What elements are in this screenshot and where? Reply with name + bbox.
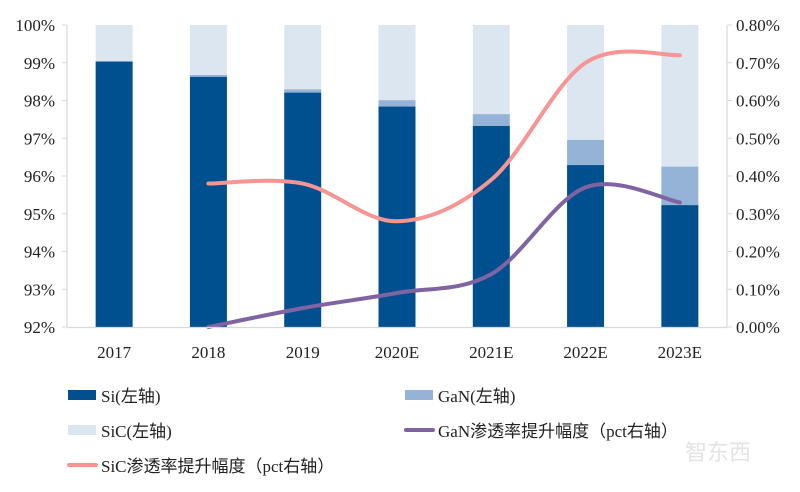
legend-swatch <box>68 390 96 400</box>
bar-si-2019 <box>284 92 322 327</box>
left-tick-label: 99% <box>24 54 55 73</box>
left-tick-label: 95% <box>24 205 55 224</box>
left-tick-label: 98% <box>24 92 55 111</box>
legend-label: GaN渗透率提升幅度（pct右轴） <box>438 422 678 441</box>
x-tick-label: 2021E <box>469 343 513 362</box>
x-tick-label: 2023E <box>658 343 702 362</box>
right-tick-label: 0.70% <box>736 54 780 73</box>
left-tick-label: 93% <box>24 280 55 299</box>
right-tick-label: 0.60% <box>736 92 780 111</box>
left-tick-label: 92% <box>24 318 55 337</box>
right-tick-label: 0.40% <box>736 167 780 186</box>
bar-sic-2018 <box>189 25 227 75</box>
bar-si-2021E <box>472 125 510 327</box>
bar-sic-2020E <box>378 25 416 101</box>
legend-label: GaN(左轴) <box>438 387 515 406</box>
bar-sic-2021E <box>472 25 510 115</box>
bar-si-2018 <box>189 76 227 327</box>
legend-item: Si(左轴) <box>68 387 161 406</box>
legend-swatch <box>68 425 96 435</box>
x-tick-label: 2022E <box>563 343 607 362</box>
x-tick-label: 2017 <box>97 343 132 362</box>
axes: 2017 2018 2019 2020E 2021E 2022E 2023E 92% 93% 94… <box>15 16 780 362</box>
legend-item: SiC(左轴) <box>68 422 172 441</box>
legend-label: Si(左轴) <box>101 387 161 406</box>
left-tick-label: 97% <box>24 129 55 148</box>
watermark: 智东西 <box>685 440 751 465</box>
lines <box>206 49 682 329</box>
legend-label: SiC渗透率提升幅度（pct右轴） <box>101 457 334 476</box>
bar-sic-2023E <box>661 25 699 167</box>
bar-gan-2017 <box>95 60 133 62</box>
bar-gan-2018 <box>189 74 227 77</box>
line-gan <box>206 182 682 329</box>
right-tick-label: 0.00% <box>736 318 780 337</box>
legend-item: GaN渗透率提升幅度（pct右轴） <box>404 422 678 441</box>
right-tick-label: 0.20% <box>736 243 780 262</box>
legend-swatch <box>405 390 433 400</box>
x-tick-label: 2020E <box>375 343 419 362</box>
legend-item: SiC渗透率提升幅度（pct右轴） <box>67 457 334 476</box>
bar-gan-2019 <box>284 89 322 93</box>
left-tick-label: 96% <box>24 167 55 186</box>
legend: Si(左轴) GaN(左轴) SiC(左轴) GaN渗透率提升幅度（pct右轴） SiC… <box>67 387 678 476</box>
bar-si-2023E <box>661 205 699 327</box>
right-tick-label: 0.30% <box>736 205 780 224</box>
bar-sic-2022E <box>567 25 605 140</box>
legend-item: GaN(左轴) <box>405 387 515 406</box>
bars <box>95 25 699 328</box>
legend-label: SiC(左轴) <box>101 422 172 441</box>
right-tick-label: 0.50% <box>736 129 780 148</box>
bar-gan-2020E <box>378 100 416 107</box>
line-sic <box>206 49 682 224</box>
right-tick-label: 0.10% <box>736 280 780 299</box>
bar-sic-2019 <box>284 25 322 90</box>
bar-si-2017 <box>95 61 133 328</box>
left-tick-label: 94% <box>24 243 55 262</box>
bar-gan-2022E <box>567 139 605 166</box>
bar-gan-2021E <box>472 114 510 126</box>
right-tick-label: 0.80% <box>736 16 780 35</box>
x-tick-label: 2019 <box>286 343 320 362</box>
left-tick-label: 100% <box>15 16 55 35</box>
x-tick-label: 2018 <box>191 343 225 362</box>
bar-sic-2017 <box>95 25 133 61</box>
